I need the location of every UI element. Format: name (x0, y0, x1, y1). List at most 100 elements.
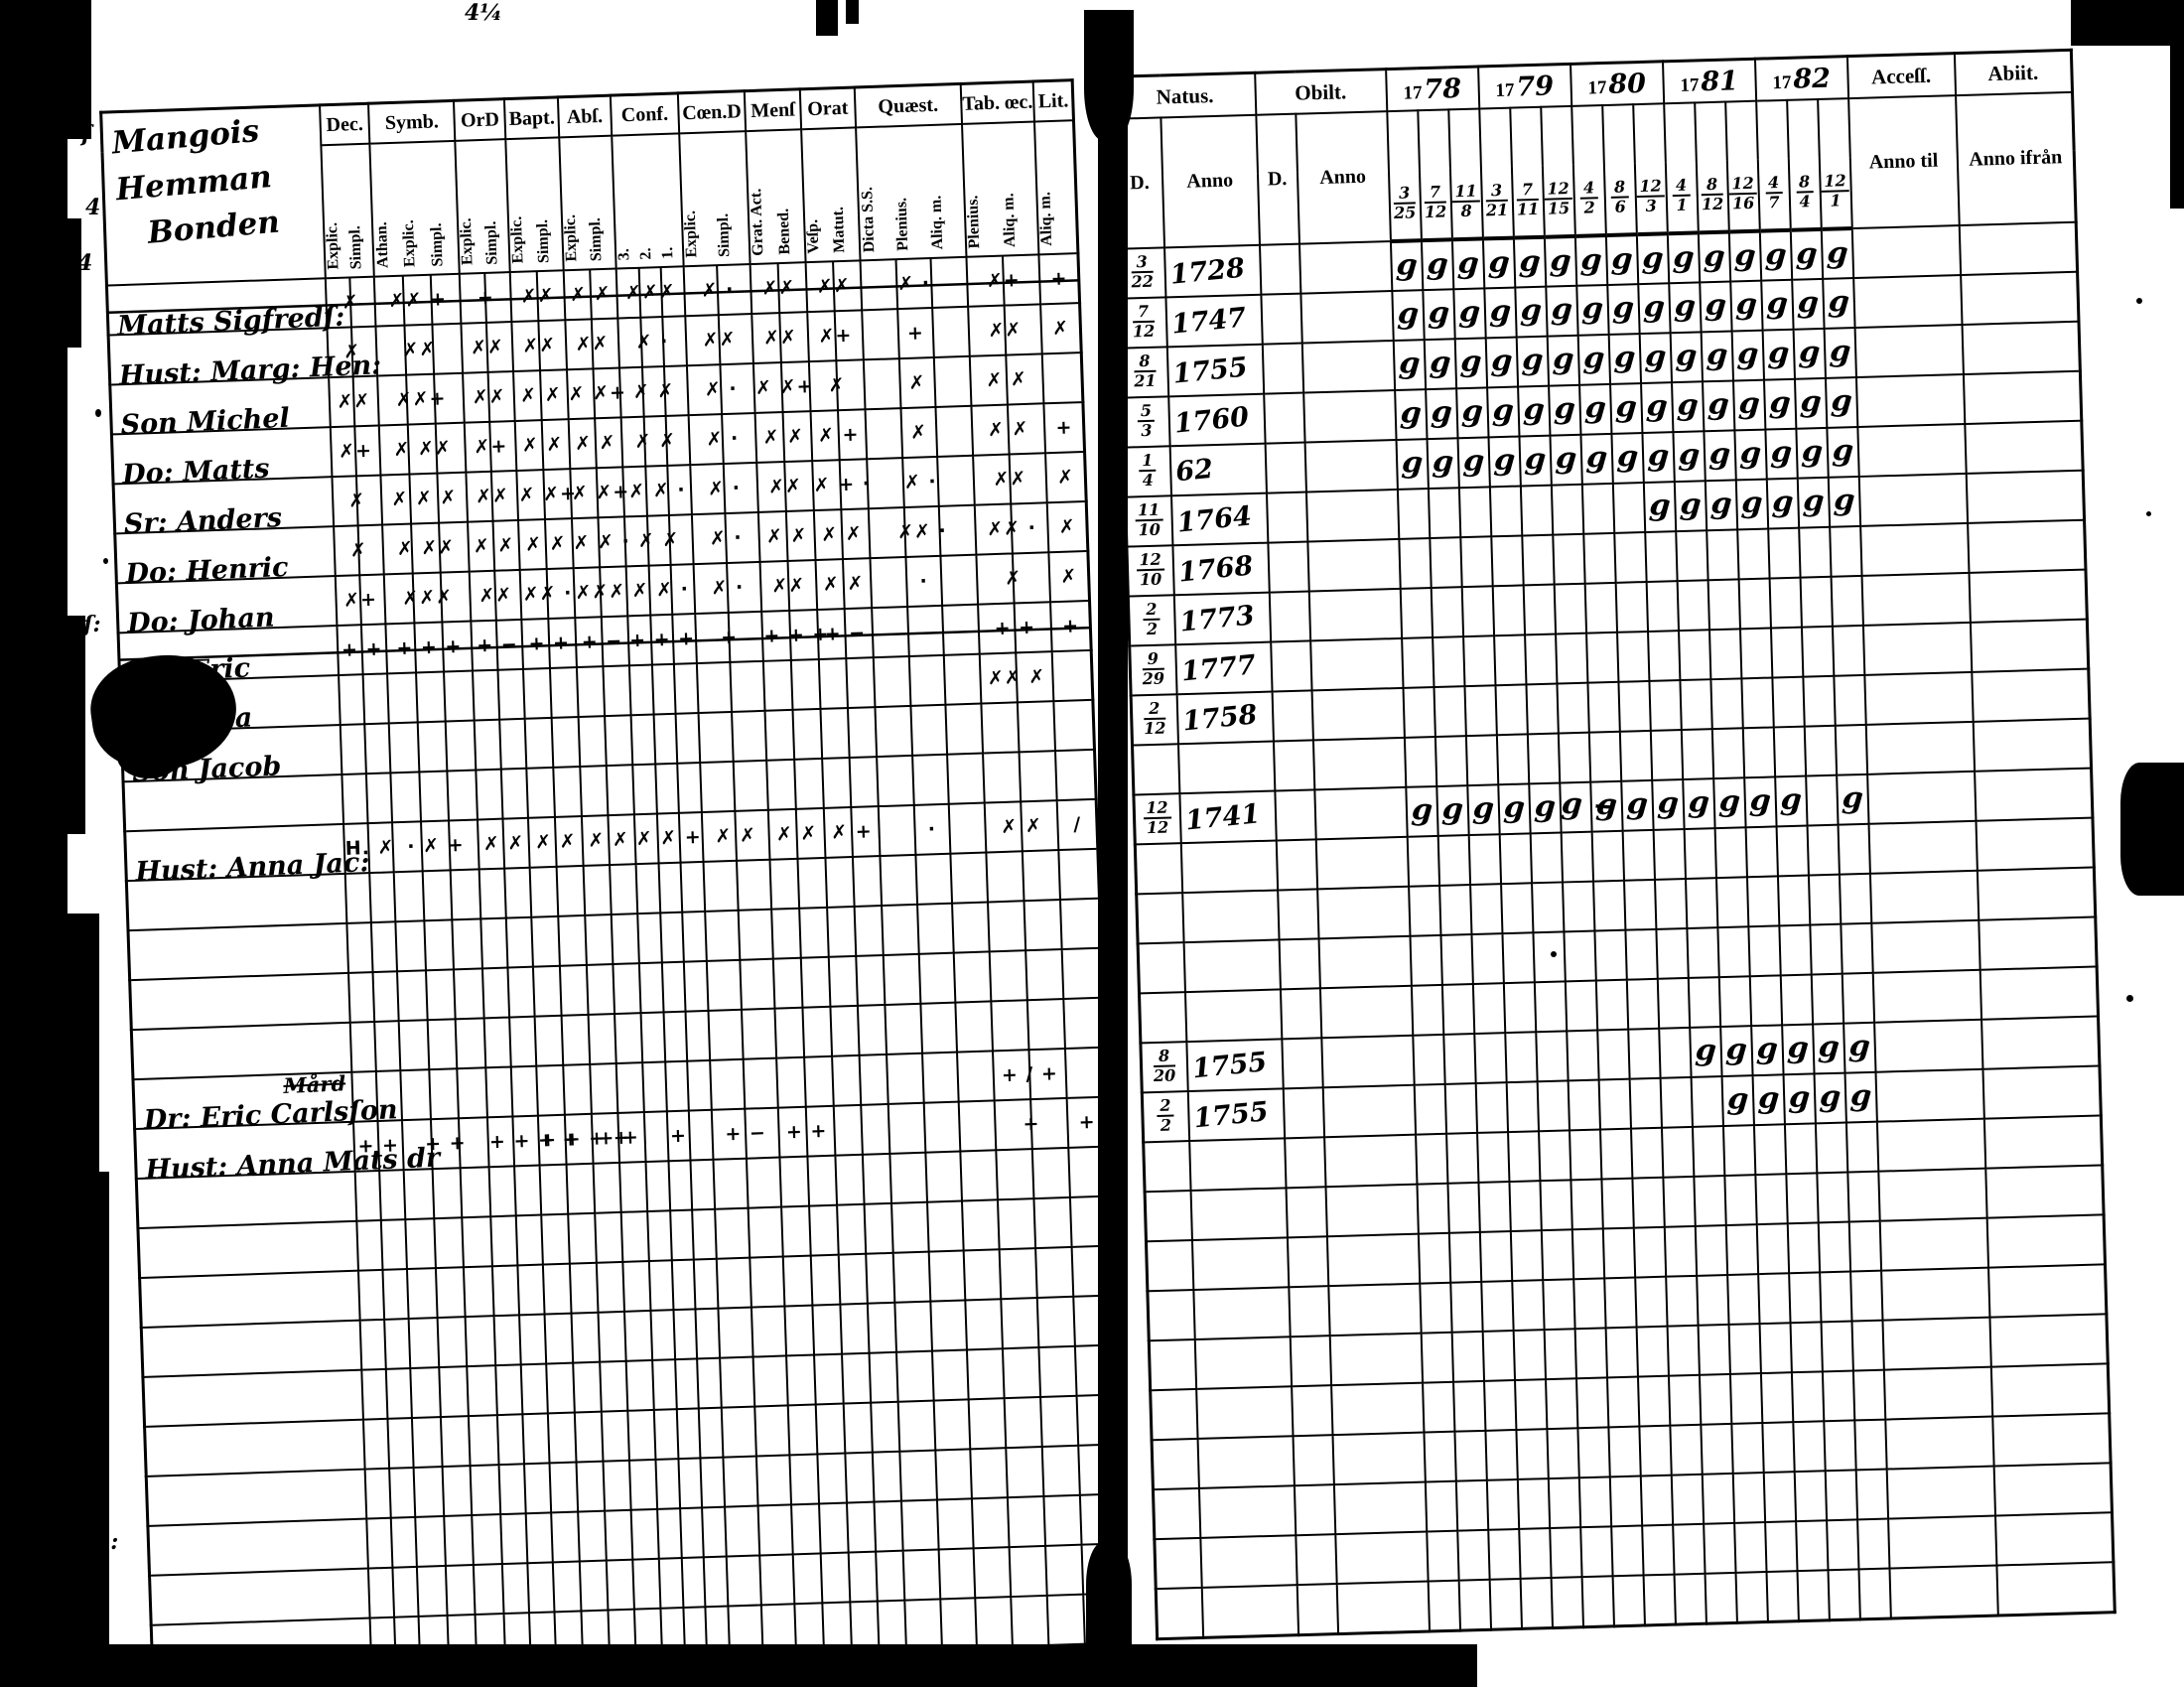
communion-mark-cell: g (1843, 1022, 1876, 1073)
year-subcolumn (1663, 102, 1697, 163)
obiit-anno-cell (1309, 637, 1404, 691)
communion-mark-cell: g (1689, 1027, 1722, 1077)
fraction-denominator: 25 (1393, 203, 1417, 222)
examination-mark-cell (709, 1057, 779, 1110)
obiit-day-cell (1281, 1038, 1323, 1089)
obiit-anno-cell (1320, 1035, 1415, 1088)
examination-marks: + (720, 626, 739, 649)
examination-marks: ✗ · (704, 377, 739, 401)
examination-marks: + + + (763, 623, 830, 647)
communion-mark-cell (1617, 680, 1651, 732)
natus-day-cell: 11 10 (1125, 495, 1172, 547)
fraction-denominator: 2 (1146, 619, 1159, 638)
examination-mark-cell (1068, 1146, 1110, 1197)
communion-mark-cell (1722, 1125, 1755, 1177)
communion-mark-cell (1740, 677, 1774, 729)
examination-marks: ✗ ✗ · (573, 530, 631, 555)
natus-anno-cell (1197, 1436, 1295, 1488)
communion-mark-cell (1579, 1526, 1613, 1578)
accessit-cell (1863, 671, 1974, 725)
examination-mark-cell (902, 1547, 1011, 1601)
year-printed: 17 (1495, 79, 1515, 101)
communion-mark-cell (1677, 580, 1709, 632)
communion-mark-cell: g (1721, 1075, 1754, 1127)
examination-mark-cell (476, 768, 529, 820)
fraction-denominator: 16 (1731, 193, 1755, 213)
person-name-cell: Hust: Anna Jac: (124, 823, 370, 888)
communion-mark-cell (1570, 1179, 1603, 1230)
examination-marks: + (906, 322, 925, 345)
examination-mark-cell (880, 852, 988, 907)
communion-mark-cell (1524, 633, 1557, 685)
communion-mark: g (1786, 1030, 1810, 1066)
abiit-cell (1962, 321, 2081, 375)
examination-mark-cell (713, 1157, 782, 1209)
obiit-anno-cell (1311, 687, 1405, 741)
communion-mark: g (1486, 243, 1511, 281)
examination-mark-cell (899, 1448, 1008, 1501)
communion-mark-cell (1582, 532, 1616, 584)
examination-mark-cell: + (459, 272, 512, 324)
communion-mark-cell (1407, 835, 1439, 887)
communion-mark-cell (1487, 1528, 1521, 1580)
year-printed: 17 (1587, 76, 1607, 98)
communion-mark: g (1829, 382, 1853, 420)
communion-mark: g (1425, 245, 1449, 283)
examination-marks: ✗✗ (816, 274, 852, 298)
communion-mark-cell (1818, 1221, 1850, 1273)
examination-mark-cell (594, 1211, 649, 1263)
communion-mark-cell (1563, 930, 1596, 982)
year-header-1778: 1778 (1385, 67, 1479, 112)
obiit-anno-cell (1323, 1134, 1417, 1188)
communion-mark-cell (1763, 1472, 1796, 1523)
examination-mark-cell (821, 757, 879, 808)
communion-mark-cell (1514, 1379, 1547, 1430)
natus-day: 12 10 (1136, 550, 1164, 590)
communion-mark-cell (1648, 680, 1682, 731)
examination-mark-cell: ✗ ✗ (969, 353, 1044, 406)
anno-ifran-subheader: Anno ifrån (1955, 91, 2077, 226)
examination-marks: + / + (1001, 1062, 1059, 1087)
communion-mark-cell (1459, 536, 1493, 588)
communion-mark-cell: g (1762, 329, 1795, 380)
communion-mark-cell: g (1702, 380, 1734, 432)
communion-mark-cell (1431, 587, 1463, 638)
examination-mark-cell (696, 660, 765, 714)
examination-mark-cell: ✗ ✗ (581, 814, 636, 866)
abiit-cell (1973, 718, 2092, 772)
examination-mark-cell (642, 1059, 712, 1113)
examination-mark-cell: ✗✗✗ (383, 571, 472, 625)
examination-marks: ✗ ✗ (521, 433, 564, 457)
examination-marks: + + (528, 632, 571, 655)
column-header-symb: Symb. (368, 100, 456, 144)
communion-date: 7 11 (1516, 180, 1540, 219)
examination-mark-cell (387, 670, 475, 724)
examination-mark-cell (588, 1013, 643, 1064)
communion-mark-cell: g (1733, 429, 1767, 481)
scan-speckle (2126, 995, 2133, 1002)
examination-mark-cell: ✗ · (688, 412, 757, 466)
examination-mark-cell (366, 1516, 418, 1569)
fraction-numerator: 8 (1795, 172, 1814, 194)
communion-mark-cell: g (1732, 379, 1765, 431)
examination-mark-cell: ✗ (1045, 451, 1087, 503)
communion-mark-cell: g (1698, 231, 1730, 283)
examination-mark-cell: ✗ ✗ (468, 519, 521, 572)
natus-day-cell: 9 29 (1129, 644, 1177, 696)
natus-anno-cell (1201, 1585, 1298, 1637)
communion-mark-cell: g (1750, 1025, 1784, 1076)
examination-mark-cell (407, 1266, 494, 1320)
natus-header: Natus. (1113, 72, 1256, 119)
communion-mark-cell (1746, 876, 1779, 927)
examination-marks: ✗ · (706, 427, 740, 451)
examination-mark-cell: + (862, 306, 970, 360)
obiit-anno-cell (1327, 1283, 1422, 1336)
communion-mark-cell (1623, 879, 1656, 930)
natus-year: 1764 (1174, 499, 1253, 539)
communion-mark-cell (1815, 1122, 1847, 1174)
day-subheader: D. (1255, 113, 1299, 245)
communion-mark-cell: g (1454, 338, 1487, 389)
examination-mark-cell: ✗✗ (466, 470, 519, 522)
communion-mark-cell (1403, 687, 1435, 738)
communion-mark-cell (1636, 1326, 1669, 1377)
